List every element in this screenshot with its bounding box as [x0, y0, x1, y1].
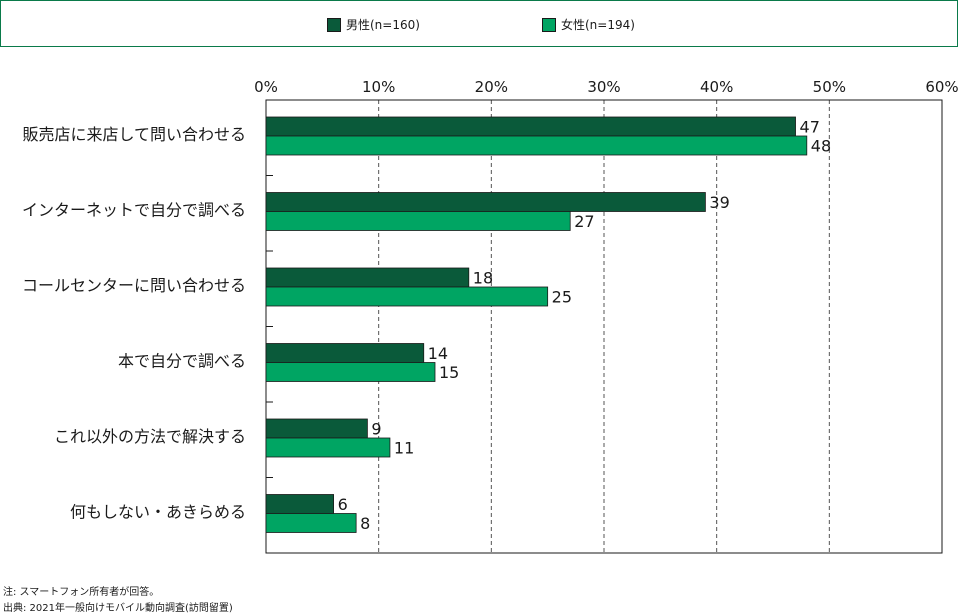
category-label: インターネットで自分で調べる — [22, 201, 246, 220]
data-label: 18 — [473, 269, 493, 288]
data-label: 6 — [338, 495, 348, 514]
x-tick-label: 10% — [362, 78, 395, 96]
x-tick-label: 40% — [700, 78, 733, 96]
note-text: 注: スマートフォン所有者が回答。 — [3, 587, 160, 598]
legend-swatch-male — [327, 17, 341, 32]
category-label: これ以外の方法で解決する — [54, 427, 246, 446]
bar-female — [265, 211, 571, 231]
legend-swatch-female — [542, 17, 556, 32]
x-tick-label: 30% — [587, 78, 620, 96]
data-label: 15 — [439, 363, 459, 382]
bar-female — [265, 135, 808, 156]
x-tick-label: 20% — [475, 78, 508, 96]
bar-female — [265, 286, 549, 307]
bar-male — [265, 343, 425, 363]
category-label: 本で自分で調べる — [118, 352, 246, 371]
x-tick-label: 50% — [813, 78, 846, 96]
data-label: 47 — [800, 118, 820, 137]
x-tick-label: 0% — [254, 78, 278, 96]
data-label: 11 — [394, 439, 414, 458]
data-label: 8 — [360, 514, 370, 533]
data-label: 48 — [811, 137, 831, 156]
bar-male — [265, 494, 334, 514]
bar-male — [265, 192, 706, 212]
bar-male — [265, 418, 368, 439]
source-text: 出典: 2021年一般向けモバイル動向調査(訪問留置) — [3, 603, 233, 614]
x-tick-label: 60% — [925, 78, 958, 96]
bar-female — [265, 437, 391, 458]
legend-item-female: 女性(n=194) — [542, 16, 635, 33]
data-label: 9 — [371, 420, 381, 439]
bar-female — [265, 513, 357, 533]
legend-label-male: 男性(n=160) — [346, 18, 420, 32]
legend: 男性(n=160) 女性(n=194) — [0, 0, 958, 47]
data-label: 27 — [574, 212, 594, 231]
category-label: 販売店に来店して問い合わせる — [22, 125, 246, 144]
bar-male — [265, 116, 796, 137]
legend-label-female: 女性(n=194) — [561, 18, 635, 32]
bar-female — [265, 362, 436, 382]
data-label: 39 — [709, 193, 729, 212]
legend-item-male: 男性(n=160) — [327, 16, 420, 33]
data-label: 14 — [428, 344, 448, 363]
data-label: 25 — [552, 288, 572, 307]
bar-male — [265, 267, 470, 288]
category-label: 何もしない・あきらめる — [70, 503, 246, 522]
category-label: コールセンターに問い合わせる — [22, 276, 246, 295]
